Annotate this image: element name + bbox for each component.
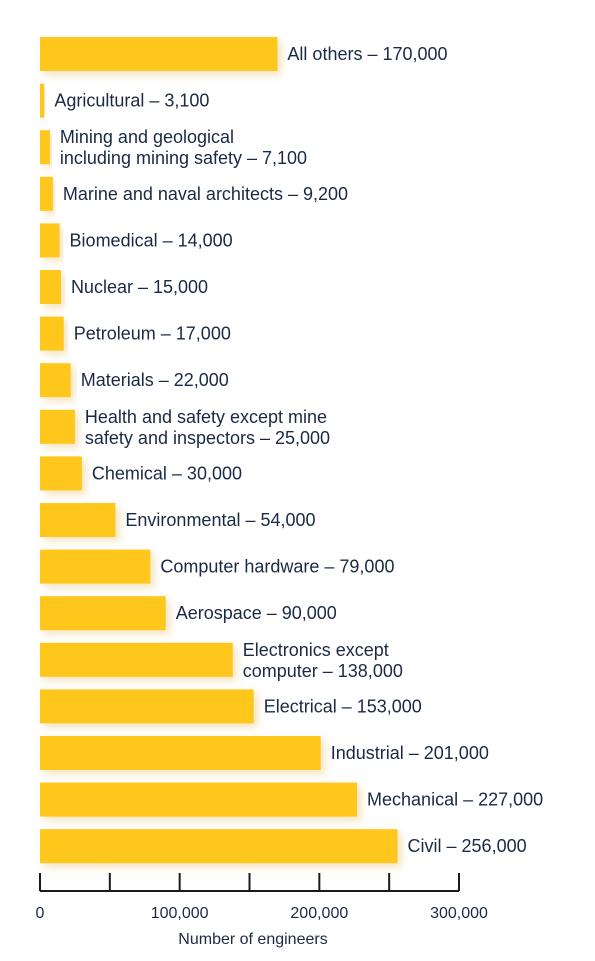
bar-label-4: Biomedical – 14,000: [70, 230, 233, 250]
bar-labels-group: All others – 170,000 Agricultural – 3,100…: [54, 44, 543, 856]
bar-label-line: safety and inspectors – 25,000: [85, 428, 330, 448]
bars-group: [40, 37, 398, 864]
x-tick-label-0: 0: [36, 905, 45, 922]
x-tick-label-6: 300,000: [430, 905, 488, 922]
bar-label-line: including mining safety – 7,100: [60, 148, 307, 168]
bar-label-15: Industrial – 201,000: [331, 743, 489, 763]
bar-label-line: computer – 138,000: [243, 661, 403, 681]
bar-label-6: Petroleum – 17,000: [74, 324, 231, 344]
bar-label-17: Civil – 256,000: [408, 836, 527, 856]
x-axis: 0 100,000 200,000 300,000: [36, 873, 488, 922]
bar-label-line: Electronics except: [243, 640, 389, 660]
bar-label-13: Electronics except computer – 138,000: [243, 640, 403, 681]
bar-label-3: Marine and naval architects – 9,200: [63, 184, 348, 204]
bar-4: [40, 223, 60, 258]
bar-3: [40, 176, 53, 211]
bar-5: [40, 270, 61, 304]
bar-0: [40, 37, 278, 71]
bar-label-1: Agricultural – 3,100: [54, 91, 209, 111]
bar-11: [40, 549, 151, 584]
bar-16: [40, 782, 358, 817]
bar-12: [40, 596, 166, 631]
bar-label-8: Health and safety except mine safety and …: [85, 407, 330, 448]
bar-10: [40, 503, 116, 537]
bar-6: [40, 316, 64, 351]
bar-17: [40, 829, 398, 864]
bar-2: [40, 130, 50, 165]
bar-9: [40, 456, 82, 491]
bar-label-0: All others – 170,000: [287, 44, 447, 64]
x-tick-label-2: 100,000: [151, 905, 209, 922]
x-axis-title: Number of engineers: [178, 931, 327, 948]
bar-label-2: Mining and geological including mining sa…: [60, 127, 307, 168]
bar-15: [40, 736, 321, 770]
x-tick-label-4: 200,000: [290, 905, 348, 922]
bar-label-14: Electrical – 153,000: [264, 696, 422, 716]
bar-8: [40, 409, 75, 444]
bar-label-line: Health and safety except mine: [85, 407, 327, 427]
bar-label-7: Materials – 22,000: [81, 370, 229, 390]
bar-label-11: Computer hardware – 79,000: [160, 557, 394, 577]
bar-1: [40, 83, 45, 118]
bar-label-line: Mining and geological: [60, 127, 234, 147]
bar-label-12: Aerospace – 90,000: [176, 603, 337, 623]
bar-label-9: Chemical – 30,000: [92, 463, 242, 483]
bar-14: [40, 689, 254, 724]
bar-label-16: Mechanical – 227,000: [367, 790, 543, 810]
bar-7: [40, 363, 71, 398]
bar-13: [40, 642, 233, 677]
bar-label-5: Nuclear – 15,000: [71, 277, 208, 297]
bar-label-10: Environmental – 54,000: [125, 510, 315, 530]
